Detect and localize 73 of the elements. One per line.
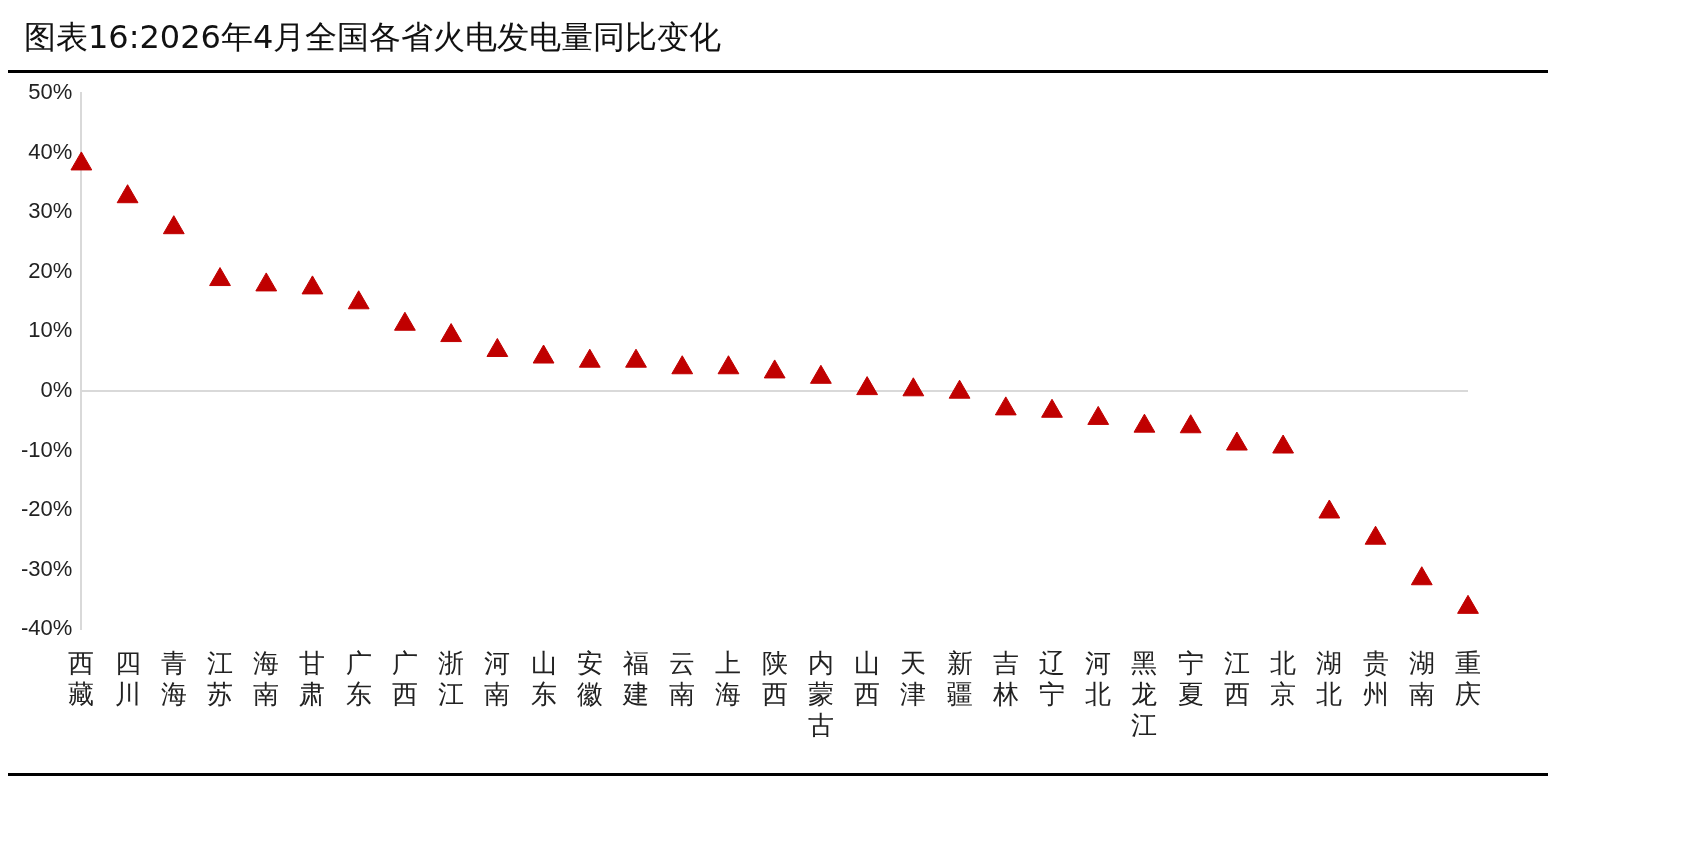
x-tick-label: 重庆 [1455, 647, 1481, 709]
x-tick-label: 新疆 [946, 647, 973, 709]
point [625, 348, 647, 368]
x-tick-label: 天津 [900, 647, 927, 709]
x-tick-label: 福建 [622, 647, 650, 709]
y-tick-label: 0% [40, 377, 73, 403]
x-tick-label: 山东 [530, 647, 557, 709]
point [209, 267, 231, 287]
point [440, 323, 463, 343]
point [394, 311, 416, 331]
point [856, 376, 879, 396]
x-tick-label: 上海 [715, 647, 742, 709]
x-tick-label: 辽宁 [1039, 647, 1066, 709]
point [902, 377, 925, 397]
y-tick-label: -40% [21, 615, 73, 641]
point [532, 344, 555, 364]
x-tick-label: 陕西 [761, 647, 788, 709]
y-tick-label: -10% [21, 436, 73, 462]
x-tick-label: 内蒙古 [807, 647, 834, 741]
chart-title: 图表16:2026年4月全国各省火电发电量同比变化 [8, 8, 1548, 73]
point [1364, 525, 1387, 545]
point [347, 290, 370, 310]
x-tick-label: 黑龙江 [1131, 647, 1158, 741]
point [763, 359, 786, 379]
point [486, 337, 509, 357]
point [717, 355, 740, 375]
x-tick-label: 北京 [1270, 647, 1297, 709]
y-tick-label: 20% [28, 257, 73, 283]
point [301, 275, 324, 295]
point [810, 364, 832, 384]
y-tick-label: 40% [28, 138, 73, 164]
x-tick-label: 河北 [1085, 647, 1112, 709]
x-tick-label: 江西 [1223, 647, 1250, 709]
point [255, 272, 278, 292]
point [1179, 414, 1202, 434]
x-tick-label: 广东 [345, 647, 372, 709]
y-tick-label: 10% [28, 317, 73, 343]
y-tick-label: 30% [28, 198, 73, 224]
point [1226, 431, 1248, 451]
x-tick-label: 青海 [160, 647, 187, 709]
x-tick-label: 宁夏 [1177, 647, 1204, 709]
point [1457, 594, 1479, 614]
x-tick-label: 贵州 [1362, 647, 1389, 709]
x-tick-label: 湖南 [1408, 647, 1435, 709]
x-tick-label: 广西 [391, 647, 418, 709]
point [1410, 566, 1433, 586]
point [1133, 413, 1156, 433]
y-tick-label: -30% [21, 555, 73, 581]
point [1087, 405, 1110, 425]
point [1041, 398, 1063, 418]
x-tick-label: 湖北 [1316, 647, 1343, 709]
point [671, 355, 694, 375]
x-tick-label: 江苏 [207, 647, 234, 709]
point [1272, 434, 1295, 454]
point [70, 151, 93, 171]
x-tick-label: 甘肃 [299, 647, 326, 709]
x-tick-label: 海南 [253, 647, 280, 709]
point [162, 215, 185, 235]
point [578, 348, 601, 368]
x-tick-label: 四川 [114, 647, 141, 709]
point [1318, 499, 1341, 519]
x-tick-label: 山西 [854, 647, 881, 709]
point [994, 396, 1017, 416]
x-tick-label: 河南 [484, 647, 511, 709]
y-tick-label: -20% [21, 496, 73, 522]
point [948, 379, 971, 399]
x-tick-label: 浙江 [438, 647, 465, 709]
point [116, 184, 139, 204]
x-tick-label: 云南 [669, 647, 696, 709]
x-tick-label: 安徽 [576, 647, 603, 709]
x-tick-label: 吉林 [991, 647, 1019, 709]
y-tick-label: 50% [28, 79, 73, 105]
x-tick-label: 西藏 [68, 647, 95, 709]
